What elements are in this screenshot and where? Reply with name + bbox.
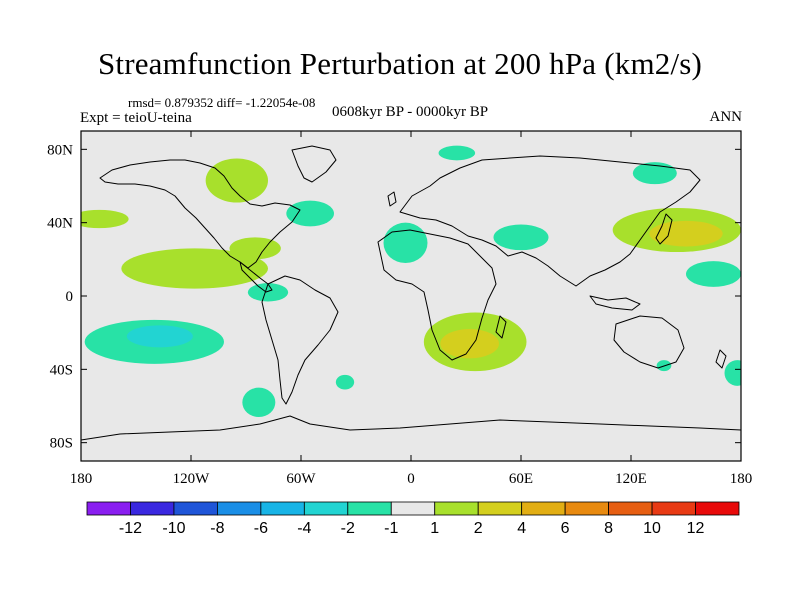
colorbar-box (434, 501, 479, 516)
colorbar-box (303, 501, 349, 516)
colorbar-box (651, 501, 696, 516)
colorbar-label: 10 (643, 520, 661, 537)
season-label: ANN (709, 109, 743, 125)
coastline-australia (613, 315, 685, 369)
anomaly-0 (205, 158, 268, 203)
colorbar-box (347, 501, 392, 516)
y-tick-label: 0 (66, 289, 74, 305)
coastline-japan (655, 213, 673, 245)
coastline-uk (387, 191, 397, 207)
colorbar: -12 -10 -8 -6 -4 -2 -1 1 2 4 6 8 10 12 (86, 501, 740, 537)
anomaly-9 (686, 261, 741, 287)
colorbar-label: 6 (561, 520, 570, 537)
period-label: 0608kyr BP - 0000kyr BP (331, 104, 489, 120)
anomaly-18 (242, 387, 276, 418)
colorbar-box (130, 501, 175, 516)
coastline-africa (377, 229, 497, 361)
colorbar-box (86, 501, 131, 516)
coastline-antarctica (81, 415, 741, 441)
colorbar-box (608, 501, 653, 516)
chart-title: Streamfunction Perturbation at 200 hPa (… (97, 46, 703, 81)
colorbar-box (477, 501, 523, 516)
colorbar-box (173, 501, 218, 516)
colorbar-label: -1 (384, 520, 398, 537)
experiment-label: Expt = teioU-teina (80, 110, 192, 126)
colorbar-label: -2 (341, 520, 355, 537)
colorbar-label: 12 (687, 520, 705, 537)
colorbar-label: 2 (474, 520, 483, 537)
colorbar-label: -12 (119, 520, 142, 537)
colorbar-label: -6 (254, 520, 268, 537)
x-axis: 180 120W 60W 0 60E 120E 180 (70, 131, 753, 487)
colorbar-box (521, 501, 566, 516)
colorbar-box (216, 501, 262, 516)
colorbar-box (260, 501, 305, 516)
colorbar-label: 8 (604, 520, 613, 537)
x-tick-label: 120W (173, 471, 211, 487)
y-tick-label: 80N (47, 142, 73, 158)
coastline-indonesia (589, 295, 641, 311)
anomaly-6 (493, 224, 549, 251)
y-axis: 80N 40N 0 40S 80S (47, 142, 741, 452)
coastline-new-zealand (715, 349, 727, 369)
colorbar-label: -10 (162, 520, 185, 537)
y-tick-label: 80S (50, 436, 73, 452)
y-tick-label: 40N (47, 216, 73, 232)
colorbar-box (390, 501, 436, 516)
colorbar-label: 4 (517, 520, 526, 537)
anomaly-17 (335, 374, 355, 390)
colorbar-label: 1 (430, 520, 439, 537)
anomaly-1 (286, 200, 334, 227)
map-background (81, 131, 741, 461)
anomaly-3 (81, 209, 129, 229)
anomaly-20 (724, 360, 741, 386)
anomaly-2 (438, 145, 476, 161)
x-tick-label: 120E (615, 471, 647, 487)
x-tick-label: 60W (286, 471, 316, 487)
colorbar-label: -4 (297, 520, 311, 537)
anomaly-11 (229, 237, 281, 260)
anomaly-14 (126, 325, 193, 348)
coastline-north-america (99, 159, 301, 269)
rmsd-diff-text: rmsd= 0.879352 diff= -1.22054e-08 (128, 95, 316, 110)
coastline-eurasia (399, 155, 701, 287)
colorbar-label: -8 (210, 520, 224, 537)
anomaly-5 (383, 222, 428, 263)
anomaly-8 (649, 220, 723, 247)
coastline-south-america (261, 275, 339, 405)
x-tick-label: 0 (407, 471, 415, 487)
anomaly-10 (121, 248, 268, 289)
x-tick-label: 180 (70, 471, 93, 487)
x-tick-label: 180 (730, 471, 753, 487)
y-tick-label: 40S (50, 362, 73, 378)
anomaly-4 (632, 162, 677, 185)
colorbar-box (695, 501, 740, 516)
coastline-central-america (239, 261, 273, 293)
coastlines (81, 145, 741, 441)
x-tick-label: 60E (509, 471, 533, 487)
anomaly-16 (440, 329, 499, 359)
anomaly-12 (247, 283, 289, 302)
colorbar-box (564, 501, 610, 516)
coastline-greenland (291, 145, 337, 183)
coastline-madagascar (495, 315, 507, 339)
